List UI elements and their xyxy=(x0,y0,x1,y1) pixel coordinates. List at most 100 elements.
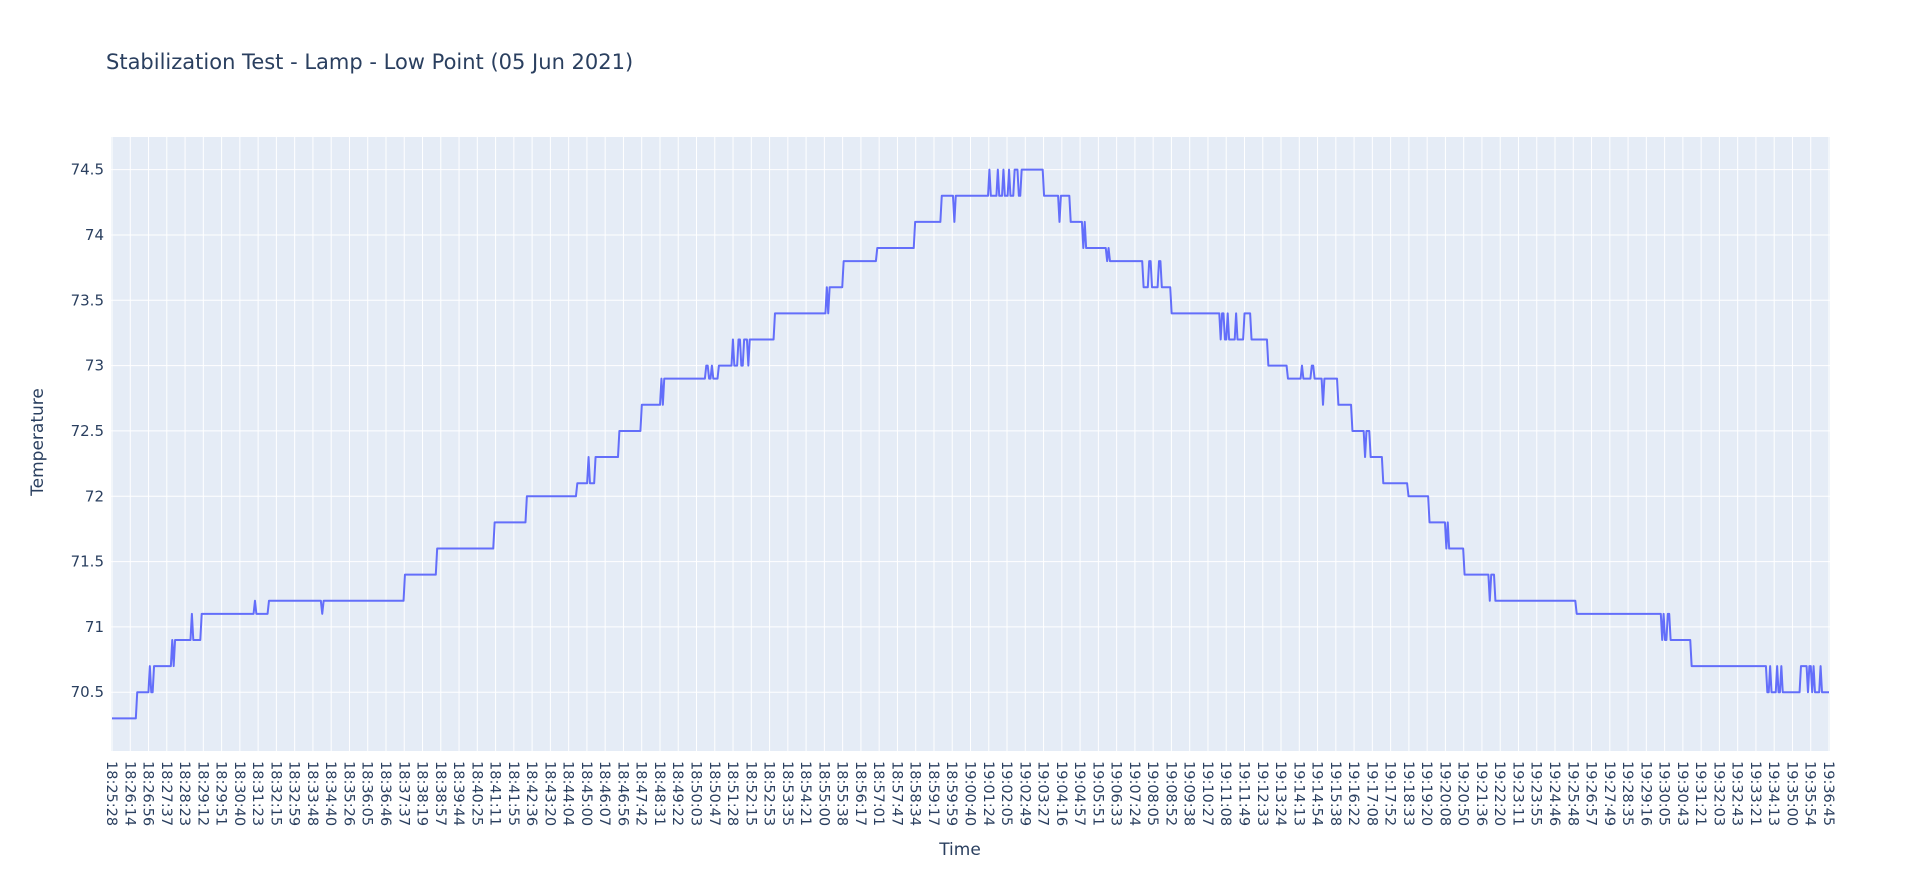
y-tick-label: 72 xyxy=(85,487,104,505)
x-tick-label: 19:28:35 xyxy=(1619,761,1635,826)
y-tick-label: 71 xyxy=(85,618,104,636)
y-tick-label: 73.5 xyxy=(71,291,104,309)
x-tick-label: 19:35:54 xyxy=(1802,761,1818,826)
x-tick-label: 18:37:37 xyxy=(395,761,411,826)
x-tick-label: 19:05:51 xyxy=(1089,761,1105,826)
x-tick-label: 19:19:20 xyxy=(1418,761,1434,826)
x-axis-title: Time xyxy=(939,840,981,860)
x-tick-label: 19:24:46 xyxy=(1546,761,1562,826)
x-tick-label: 19:04:16 xyxy=(1053,761,1069,826)
x-tick-label: 19:10:27 xyxy=(1199,761,1215,826)
x-tick-label: 18:27:37 xyxy=(158,761,174,826)
x-tick-label: 19:18:33 xyxy=(1400,761,1416,826)
x-tick-label: 18:26:56 xyxy=(140,761,156,826)
x-tick-label: 19:02:49 xyxy=(1016,761,1032,826)
x-tick-label: 18:54:21 xyxy=(797,761,813,826)
x-tick-label: 19:30:05 xyxy=(1656,761,1672,826)
x-tick-label: 19:36:45 xyxy=(1820,761,1836,826)
x-tick-label: 19:29:16 xyxy=(1637,761,1653,826)
x-tick-label: 18:56:17 xyxy=(852,761,868,826)
x-tick-label: 18:40:25 xyxy=(468,761,484,826)
x-tick-label: 18:52:15 xyxy=(742,761,758,826)
x-tick-label: 19:25:48 xyxy=(1564,761,1580,826)
x-tick-label: 19:20:50 xyxy=(1455,761,1471,826)
x-tick-label: 18:47:42 xyxy=(633,761,649,826)
y-tick-label: 73 xyxy=(85,357,104,375)
x-tick-label: 19:33:21 xyxy=(1747,761,1763,826)
x-tick-label: 19:23:55 xyxy=(1528,761,1544,826)
x-tick-label: 18:49:22 xyxy=(669,761,685,826)
x-tick-label: 18:36:46 xyxy=(377,761,393,826)
x-tick-label: 18:57:01 xyxy=(870,761,886,826)
y-tick-label: 70.5 xyxy=(71,683,104,701)
x-tick-label: 19:15:38 xyxy=(1327,761,1343,826)
x-tick-label: 19:00:40 xyxy=(962,761,978,826)
x-tick-label: 19:16:22 xyxy=(1345,761,1361,826)
x-tick-label: 19:01:24 xyxy=(980,761,996,826)
x-tick-label: 18:55:00 xyxy=(815,761,831,826)
chart-title: Stabilization Test - Lamp - Low Point (0… xyxy=(106,50,634,74)
x-tick-label: 19:11:49 xyxy=(1235,761,1251,826)
x-tick-label: 19:12:33 xyxy=(1254,761,1270,826)
x-tick-label: 19:08:52 xyxy=(1162,761,1178,826)
x-tick-label: 19:30:43 xyxy=(1674,761,1690,826)
x-tick-label: 19:31:21 xyxy=(1692,761,1708,826)
x-tick-label: 18:44:04 xyxy=(560,761,576,826)
x-tick-label: 19:35:00 xyxy=(1783,761,1799,826)
x-tick-label: 18:38:19 xyxy=(414,761,430,826)
x-tick-label: 19:26:57 xyxy=(1583,761,1599,826)
x-tick-label: 18:45:00 xyxy=(578,761,594,826)
x-tick-label: 19:34:13 xyxy=(1765,761,1781,826)
x-tick-label: 19:09:38 xyxy=(1181,761,1197,826)
x-tick-label: 19:13:24 xyxy=(1272,761,1288,826)
x-tick-label: 19:23:11 xyxy=(1509,761,1525,826)
x-tick-label: 18:59:59 xyxy=(943,761,959,826)
x-tick-label: 18:52:53 xyxy=(761,761,777,826)
x-tick-label: 19:03:27 xyxy=(1035,761,1051,826)
x-tick-label: 18:35:26 xyxy=(340,761,356,826)
x-tick-label: 19:22:20 xyxy=(1491,761,1507,826)
x-tick-label: 19:07:24 xyxy=(1126,761,1142,826)
x-tick-label: 19:17:08 xyxy=(1363,761,1379,826)
x-tick-label: 18:48:31 xyxy=(651,761,667,826)
x-tick-label: 18:50:47 xyxy=(706,761,722,826)
x-tick-label: 18:32:59 xyxy=(286,761,302,826)
y-axis-title: Temperature xyxy=(28,388,48,496)
x-tick-label: 19:17:52 xyxy=(1382,761,1398,826)
x-tick-label: 18:32:15 xyxy=(267,761,283,826)
x-tick-label: 19:32:03 xyxy=(1710,761,1726,826)
x-tick-label: 18:46:56 xyxy=(614,761,630,826)
y-tick-label: 74 xyxy=(85,226,104,244)
x-tick-label: 19:14:13 xyxy=(1290,761,1306,826)
x-tick-label: 18:50:03 xyxy=(688,761,704,826)
x-tick-label: 18:57:47 xyxy=(888,761,904,826)
x-tick-label: 18:59:17 xyxy=(925,761,941,826)
x-tick-label: 18:26:14 xyxy=(121,761,137,826)
x-tick-label: 18:46:07 xyxy=(596,761,612,826)
x-tick-label: 18:43:20 xyxy=(541,761,557,826)
x-tick-label: 18:33:48 xyxy=(304,761,320,826)
x-tick-label: 19:08:05 xyxy=(1144,761,1160,826)
x-tick-label: 18:29:12 xyxy=(194,761,210,826)
x-tick-label: 19:14:54 xyxy=(1309,761,1325,826)
x-tick-label: 18:28:23 xyxy=(176,761,192,826)
x-tick-label: 18:34:40 xyxy=(322,761,338,826)
x-tick-label: 18:55:38 xyxy=(834,761,850,826)
x-tick-label: 19:02:05 xyxy=(998,761,1014,826)
x-tick-label: 19:32:43 xyxy=(1729,761,1745,826)
x-tick-label: 19:20:08 xyxy=(1436,761,1452,826)
x-tick-label: 18:58:34 xyxy=(907,761,923,826)
x-tick-label: 19:11:08 xyxy=(1217,761,1233,826)
x-tick-label: 18:36:05 xyxy=(359,761,375,826)
x-tick-label: 18:42:36 xyxy=(523,761,539,826)
x-tick-label: 19:27:49 xyxy=(1601,761,1617,826)
x-tick-label: 18:30:40 xyxy=(231,761,247,826)
x-tick-label: 18:29:51 xyxy=(213,761,229,826)
y-tick-label: 74.5 xyxy=(71,161,104,179)
x-tick-label: 19:21:36 xyxy=(1473,761,1489,826)
x-tick-label: 18:41:11 xyxy=(487,761,503,826)
x-tick-label: 19:06:33 xyxy=(1108,761,1124,826)
temperature-line xyxy=(112,168,1829,720)
